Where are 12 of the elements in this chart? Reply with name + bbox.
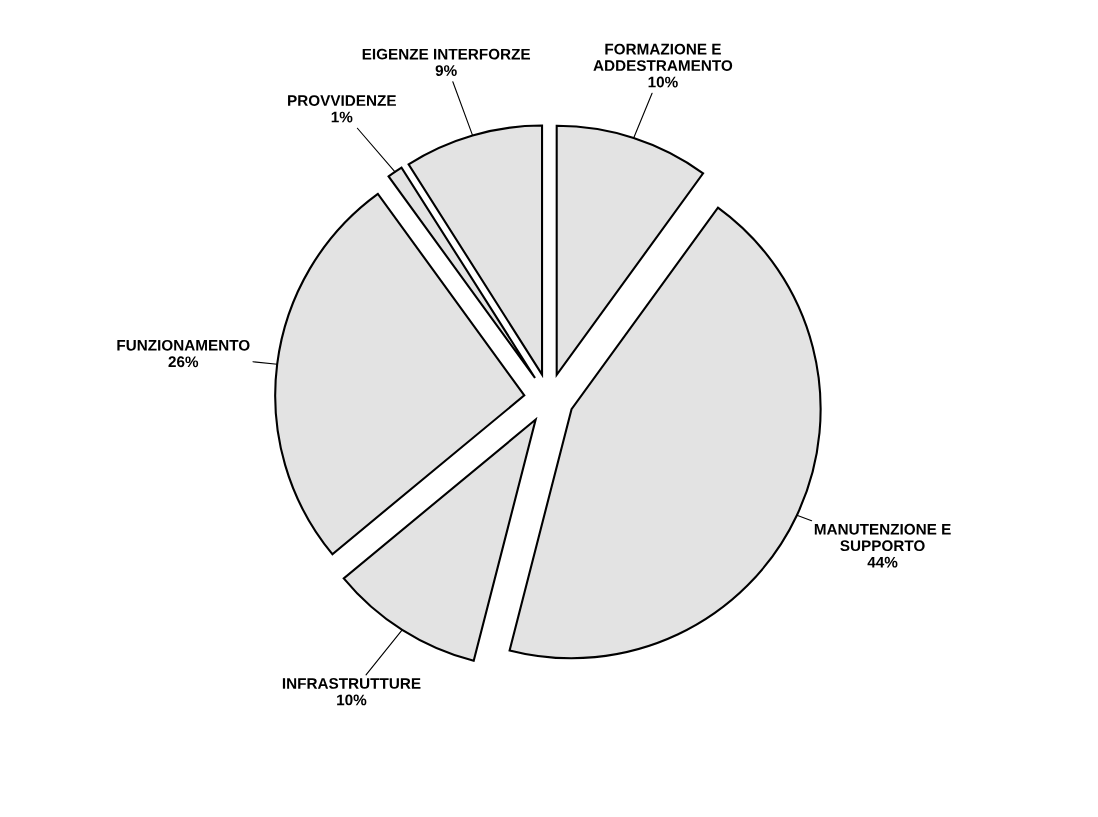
slice-label: FORMAZIONE E ADDESTRAMENTO [593, 43, 733, 71]
slice-label: INFRASTRUTTURE [282, 678, 421, 689]
data-label: 10% [337, 694, 367, 706]
data-label: 1% [331, 111, 353, 123]
slice-label: FUNZIONAMENTO [117, 339, 250, 351]
data-label: 9% [435, 65, 457, 76]
slice-label: PROVVIDENZE [288, 95, 396, 106]
legend-label: MANUTENZIONE E SUPPORTO [814, 523, 951, 552]
data-label: 10% [648, 76, 678, 88]
data-label: 26% [168, 356, 199, 368]
slice-label: EIGENZE INTERFORZE [362, 48, 531, 60]
data-label: 44% [867, 556, 898, 568]
